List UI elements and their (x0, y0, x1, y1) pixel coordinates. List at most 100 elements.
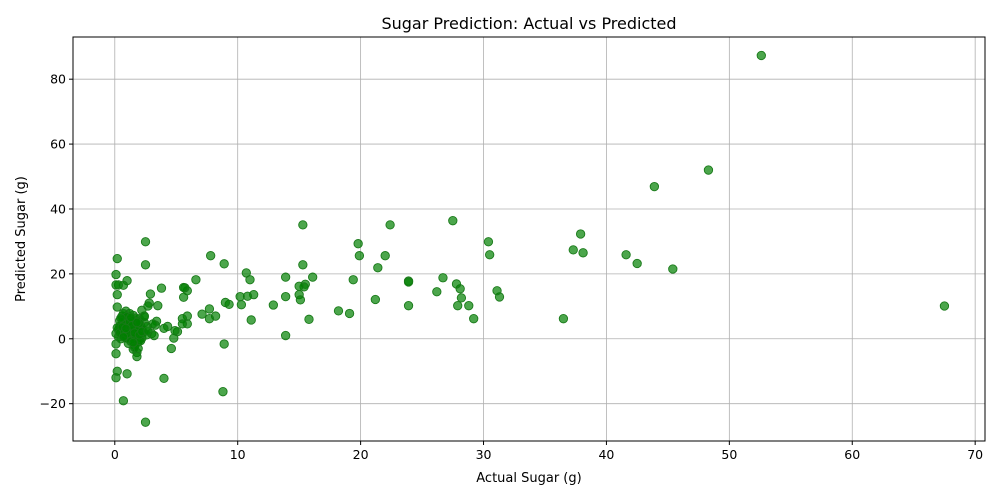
data-point (178, 282, 189, 293)
data-point (139, 312, 149, 322)
data-point (385, 220, 395, 230)
data-point (116, 313, 126, 323)
data-point (268, 300, 278, 310)
data-point (492, 286, 502, 296)
data-point (219, 259, 229, 269)
data-point (578, 248, 588, 258)
data-point (451, 279, 462, 289)
data-point (568, 245, 578, 255)
data-point (166, 343, 176, 354)
y-tick-label: 80 (50, 72, 66, 87)
y-tick-label: −20 (40, 396, 66, 411)
data-point (112, 366, 122, 376)
data-point (246, 315, 256, 325)
data-point (380, 251, 390, 261)
axis-ticks: 0 10 20 30 40 50 60 70 −20 0 20 40 60 80 (40, 72, 984, 462)
data-point (438, 273, 448, 283)
x-tick-label: 10 (230, 447, 246, 462)
data-point (668, 264, 678, 274)
data-point (403, 301, 414, 311)
data-point (280, 330, 291, 341)
x-axis-label: Actual Sugar (g) (476, 471, 581, 486)
data-point (159, 323, 169, 334)
x-tick-label: 50 (721, 447, 737, 462)
y-tick-label: 60 (50, 137, 66, 152)
data-point (373, 263, 383, 273)
data-point (333, 306, 344, 316)
data-point (295, 295, 306, 305)
y-tick-label: 0 (58, 331, 66, 346)
data-point (204, 314, 215, 324)
data-point (344, 308, 355, 319)
data-point (370, 294, 381, 305)
data-point (649, 181, 660, 192)
data-point (294, 281, 304, 291)
data-point (111, 349, 121, 359)
data-point (133, 343, 143, 354)
data-point (218, 387, 228, 397)
y-axis-label: Predicted Sugar (g) (14, 176, 29, 302)
x-tick-label: 70 (967, 447, 983, 462)
data-point (464, 301, 474, 311)
data-point (112, 302, 122, 312)
data-point (304, 314, 314, 324)
data-point (756, 50, 766, 61)
data-point (280, 291, 291, 302)
data-point (126, 312, 136, 323)
data-point (159, 373, 169, 384)
data-point (140, 417, 151, 427)
data-point (118, 396, 129, 406)
data-point (140, 260, 151, 270)
data-point (219, 339, 229, 349)
data-point (308, 272, 318, 282)
x-tick-label: 40 (598, 447, 614, 462)
data-point (178, 292, 189, 302)
data-point (558, 314, 569, 324)
data-point (143, 326, 153, 336)
data-points (111, 50, 950, 427)
data-point (485, 250, 495, 260)
data-point (118, 332, 129, 342)
data-point (197, 309, 207, 319)
data-point (191, 275, 201, 285)
data-point (128, 338, 138, 348)
data-point (206, 251, 216, 261)
data-point (403, 277, 414, 287)
grid-lines (73, 37, 985, 441)
data-point (632, 258, 642, 269)
data-point (939, 301, 950, 311)
data-point (132, 317, 142, 328)
data-point (236, 300, 247, 310)
data-point (241, 268, 251, 278)
data-point (177, 319, 188, 329)
data-point (354, 251, 365, 261)
data-point (220, 297, 231, 308)
data-point (122, 369, 132, 379)
data-point (456, 293, 467, 303)
data-point (703, 165, 714, 175)
data-point (298, 220, 308, 230)
data-point (121, 323, 131, 334)
x-tick-label: 0 (111, 447, 119, 462)
data-point (353, 239, 363, 249)
data-point (169, 333, 179, 343)
data-point (111, 280, 121, 290)
data-point (575, 229, 586, 239)
data-point (448, 216, 458, 226)
data-point (145, 289, 156, 299)
data-point (280, 272, 291, 282)
data-point (149, 330, 159, 341)
data-point (432, 287, 442, 297)
data-point (621, 250, 631, 260)
data-point (453, 301, 463, 311)
x-tick-label: 30 (476, 447, 492, 462)
data-point (153, 301, 163, 311)
plot-frame (72, 36, 986, 442)
data-point (235, 291, 245, 302)
data-point (156, 283, 167, 293)
y-tick-label: 40 (50, 201, 66, 216)
data-point (112, 253, 122, 264)
x-tick-label: 60 (844, 447, 860, 462)
